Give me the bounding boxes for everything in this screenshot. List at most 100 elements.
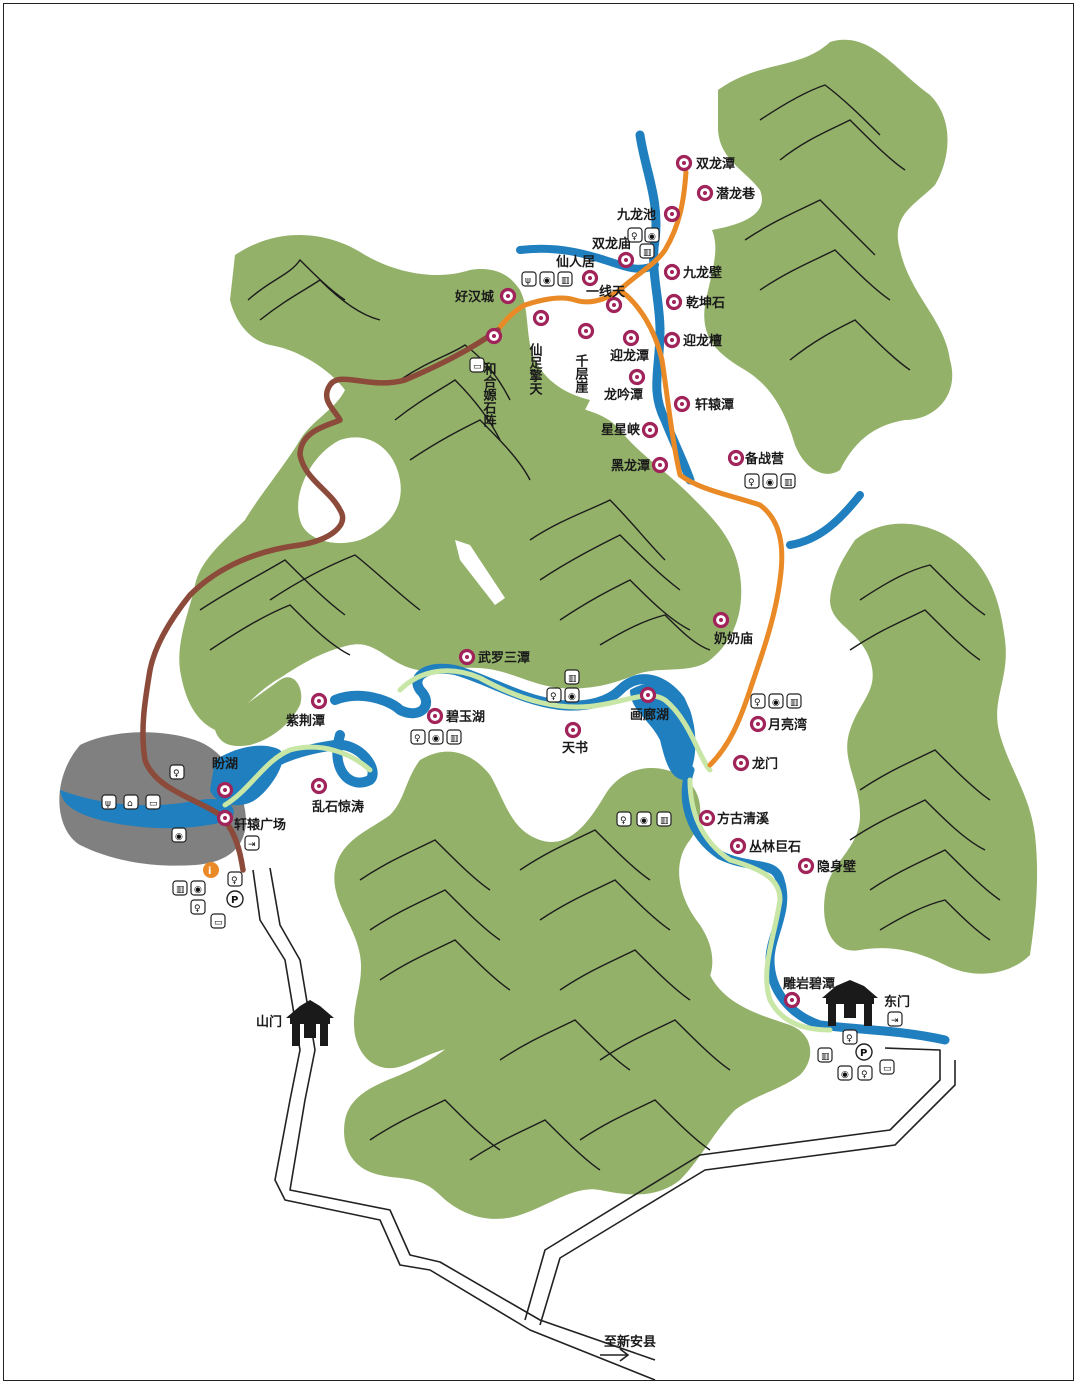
poi-marker[interactable] (426, 707, 444, 725)
road-inner (269, 867, 656, 1361)
restroom-icon[interactable]: ♀ (169, 764, 185, 780)
poi-marker[interactable] (698, 809, 716, 827)
seat-icon[interactable]: ▥ (564, 669, 580, 685)
label-shuanglongtan: 双龙潭 (696, 156, 735, 172)
poi-marker[interactable] (577, 322, 595, 340)
restroom-icon[interactable]: ♀ (857, 1065, 873, 1081)
poi-marker[interactable] (617, 251, 635, 269)
ridge-lines (199, 84, 1001, 1171)
restroom-icon[interactable]: ♀ (616, 811, 632, 827)
seat-icon[interactable]: ▥ (557, 271, 573, 287)
poi-marker[interactable] (310, 777, 328, 795)
bus-icon[interactable]: ▭ (145, 794, 161, 810)
poi-marker[interactable] (485, 327, 503, 345)
poi-marker[interactable] (216, 781, 234, 799)
bus-icon[interactable]: ▭ (879, 1059, 895, 1075)
label-yinglongtan2: 迎龙檀 (683, 333, 722, 349)
poi-marker[interactable] (797, 857, 815, 875)
label-haohancheng: 好汉城 (454, 289, 494, 305)
poi-marker[interactable] (628, 368, 646, 386)
poi-marker[interactable] (783, 991, 801, 1009)
label-biyuhu: 碧玉湖 (445, 709, 485, 725)
poi-marker[interactable] (663, 331, 681, 349)
east-gate (822, 980, 878, 1026)
poi-marker[interactable] (749, 715, 767, 733)
poi-marker[interactable] (310, 692, 328, 710)
parking-icon[interactable]: P (226, 890, 244, 908)
seat-icon[interactable]: ▥ (446, 729, 462, 745)
poi-marker[interactable] (696, 184, 714, 202)
restaurant-icon[interactable]: ψ (101, 794, 117, 810)
poi-marker[interactable] (216, 809, 234, 827)
label-panhu: 盼湖 (212, 757, 238, 772)
poi-marker[interactable] (651, 456, 669, 474)
poi-marker[interactable] (581, 269, 599, 287)
photo-icon[interactable]: ◉ (539, 271, 555, 287)
poi-marker[interactable] (499, 287, 517, 305)
poi-marker[interactable] (673, 395, 691, 413)
poi-marker[interactable] (564, 721, 582, 739)
svg-text:▥: ▥ (568, 674, 577, 684)
restroom-icon[interactable]: ♀ (627, 227, 643, 243)
bus-icon[interactable]: ▭ (469, 357, 485, 373)
poi-marker[interactable] (732, 754, 750, 772)
restroom-icon[interactable]: ♀ (546, 687, 562, 703)
svg-text:⇥: ⇥ (891, 1016, 899, 1026)
parking-icon[interactable]: P (855, 1043, 873, 1061)
restroom-icon[interactable]: ♀ (750, 693, 766, 709)
mountain-south (344, 930, 811, 1219)
photo-icon[interactable]: ◉ (762, 473, 778, 489)
photo-icon[interactable]: ◉ (837, 1065, 853, 1081)
label-wuluosantan: 武罗三潭 (478, 650, 530, 666)
bus-icon[interactable]: ▭ (210, 913, 226, 929)
seat-icon[interactable]: ▥ (639, 243, 655, 259)
poi-marker[interactable] (622, 329, 640, 347)
direction-arrow-icon (600, 1348, 630, 1362)
poi-marker[interactable] (665, 293, 683, 311)
seat-icon[interactable]: ▥ (786, 693, 802, 709)
svg-text:◉: ◉ (772, 698, 780, 708)
hotel-icon[interactable]: ⌂ (123, 794, 139, 810)
valley-gap (455, 540, 505, 605)
poi-marker[interactable] (727, 449, 745, 467)
poi-marker[interactable] (663, 205, 681, 223)
restroom-icon[interactable]: ♀ (744, 473, 760, 489)
restroom-icon[interactable]: ♀ (842, 1029, 858, 1045)
svg-text:◉: ◉ (640, 816, 648, 826)
photo-icon[interactable]: ◉ (636, 811, 652, 827)
svg-text:▥: ▥ (784, 478, 793, 488)
seat-icon[interactable]: ▥ (172, 880, 188, 896)
photo-icon[interactable]: ◉ (768, 693, 784, 709)
poi-marker[interactable] (458, 648, 476, 666)
info-icon[interactable]: i (203, 862, 219, 878)
restroom-icon[interactable]: ♀ (190, 899, 206, 915)
photo-icon[interactable]: ◉ (564, 687, 580, 703)
photo-icon[interactable]: ◉ (428, 729, 444, 745)
poi-marker[interactable] (639, 686, 657, 704)
restroom-icon[interactable]: ♀ (410, 729, 426, 745)
seat-icon[interactable]: ▥ (780, 473, 796, 489)
svg-text:⌂: ⌂ (127, 799, 133, 809)
poi-marker[interactable] (663, 263, 681, 281)
label-jiulongchi: 九龙池 (616, 207, 656, 223)
photo-icon[interactable]: ◉ (190, 880, 206, 896)
poi-marker[interactable] (675, 154, 693, 172)
label-shuanglongmiao: 双龙庙 (592, 236, 631, 252)
svg-text:◉: ◉ (175, 832, 183, 842)
poi-marker[interactable] (532, 309, 550, 327)
clearing (298, 437, 401, 544)
exit-icon[interactable]: ⇥ (244, 835, 260, 851)
seat-icon[interactable]: ▥ (817, 1047, 833, 1063)
poi-marker[interactable] (605, 296, 623, 314)
photo-icon[interactable]: ◉ (171, 827, 187, 843)
seat-icon[interactable]: ▥ (656, 811, 672, 827)
exit-icon[interactable]: ⇥ (887, 1011, 903, 1027)
roads (252, 867, 956, 1381)
poi-marker[interactable] (641, 421, 659, 439)
poi-marker[interactable] (712, 611, 730, 629)
restroom-icon[interactable]: ♀ (227, 871, 243, 887)
label-longmen: 龙门 (752, 756, 778, 772)
poi-marker[interactable] (729, 837, 747, 855)
photo-icon[interactable]: ◉ (644, 227, 660, 243)
restaurant-icon[interactable]: ψ (521, 271, 537, 287)
